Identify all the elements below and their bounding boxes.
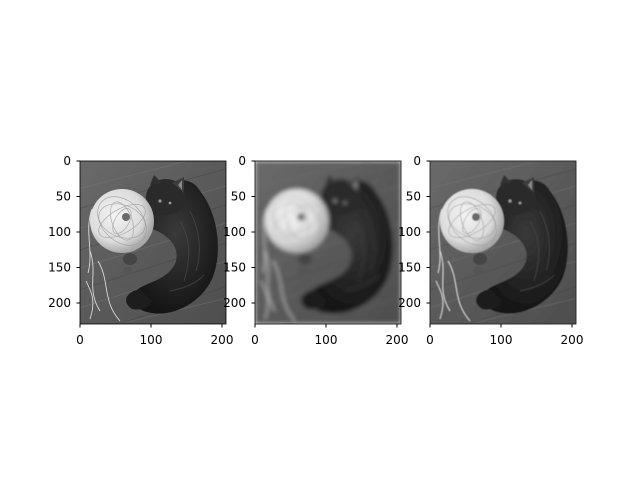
x-axis: 0 100 200 (251, 324, 408, 347)
x-tick-label: 100 (315, 333, 338, 347)
y-tick-label: 150 (223, 261, 246, 275)
x-axis: 0 100 200 (76, 324, 233, 347)
panel-original: 0 50 100 150 200 0 100 200 (48, 154, 233, 347)
y-tick-label: 50 (406, 190, 421, 204)
axes-frame (254, 160, 402, 325)
kitten-image-blurred (255, 161, 401, 324)
x-tick-label: 100 (140, 333, 163, 347)
y-axis: 0 50 100 150 200 (398, 154, 430, 310)
y-tick-label: 200 (223, 296, 246, 310)
y-tick-label: 0 (413, 154, 421, 168)
y-tick-label: 150 (48, 261, 71, 275)
y-tick-label: 150 (398, 261, 421, 275)
panel-blurred: 0 50 100 150 200 0 100 200 (223, 154, 408, 347)
y-tick-label: 100 (223, 225, 246, 239)
x-tick-label: 0 (251, 333, 259, 347)
x-tick-label: 200 (561, 333, 584, 347)
y-tick-label: 200 (398, 296, 421, 310)
y-tick-label: 50 (56, 190, 71, 204)
y-axis: 0 50 100 150 200 (48, 154, 80, 310)
y-tick-label: 100 (398, 225, 421, 239)
x-tick-label: 0 (426, 333, 434, 347)
y-tick-label: 0 (63, 154, 71, 168)
x-tick-label: 200 (211, 333, 234, 347)
panel-sharpened: 0 50 100 150 200 0 100 200 (398, 154, 583, 347)
y-tick-label: 0 (238, 154, 246, 168)
axes-frame (429, 160, 577, 325)
axes-frame (79, 160, 227, 325)
x-tick-label: 0 (76, 333, 84, 347)
y-tick-label: 200 (48, 296, 71, 310)
y-axis: 0 50 100 150 200 (223, 154, 255, 310)
x-tick-label: 100 (490, 333, 513, 347)
x-axis: 0 100 200 (426, 324, 583, 347)
y-tick-label: 50 (231, 190, 246, 204)
kitten-image-sharpened (430, 161, 576, 324)
x-tick-label: 200 (386, 333, 409, 347)
y-tick-label: 100 (48, 225, 71, 239)
kitten-image-original (80, 161, 226, 324)
